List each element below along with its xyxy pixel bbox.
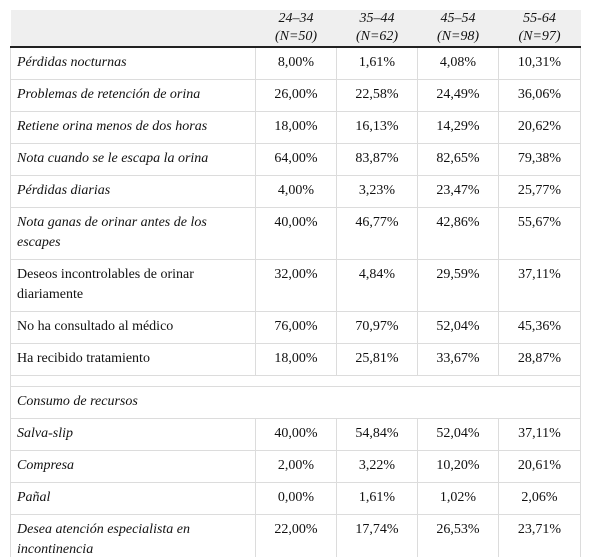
row-label: Compresa <box>10 450 256 483</box>
row-label: Problemas de retención de orina <box>10 79 256 112</box>
table-row: Problemas de retención de orina 26,00% 22,… <box>10 79 581 112</box>
value-cell: 82,65% <box>417 143 499 176</box>
value-cell: 0,00% <box>255 482 337 515</box>
section-title: Consumo de recursos <box>10 386 581 419</box>
table-row: Deseos incontrolables de orinar diariame… <box>10 259 581 312</box>
row-label: Retiene orina menos de dos horas <box>10 111 256 144</box>
value-cell: 2,06% <box>498 482 581 515</box>
table-row: Nota ganas de orinar antes de los escape… <box>10 207 581 260</box>
header-text: (N=62) <box>355 29 399 44</box>
row-label: Ha recibido tratamiento <box>10 343 256 376</box>
header-text: 55-64 <box>523 11 556 26</box>
data-table: 24–34 (N=50) 35–44 (N=62) 45–54 (N=98) 55-64 (N… <box>10 10 581 557</box>
value-cell: 3,22% <box>336 450 418 483</box>
value-cell: 4,84% <box>336 259 418 312</box>
table-row: Pérdidas nocturnas 8,00% 1,61% 4,08% 10,31% <box>10 46 581 80</box>
table-row: Nota cuando se le escapa la orina 64,00% 8… <box>10 143 581 176</box>
value-cell: 25,81% <box>336 343 418 376</box>
value-cell: 54,84% <box>336 418 418 451</box>
value-cell: 3,23% <box>336 175 418 208</box>
value-cell: 83,87% <box>336 143 418 176</box>
row-label: Pérdidas nocturnas <box>10 46 256 80</box>
value-cell: 22,58% <box>336 79 418 112</box>
header-text: 35–44 <box>359 11 395 26</box>
value-cell: 29,59% <box>417 259 499 312</box>
table-row: Compresa 2,00% 3,22% 10,20% 20,61% <box>10 450 581 483</box>
value-cell: 70,97% <box>336 311 418 344</box>
header-cell: 35–44 (N=62) <box>336 10 418 48</box>
header-text: (N=50) <box>274 29 318 44</box>
row-label: Salva-slip <box>10 418 256 451</box>
value-cell: 37,11% <box>498 418 581 451</box>
spacer-row <box>10 375 581 387</box>
table-row: Ha recibido tratamiento 18,00% 25,81% 33,67… <box>10 343 581 376</box>
value-cell: 42,86% <box>417 207 499 260</box>
header-row: 24–34 (N=50) 35–44 (N=62) 45–54 (N=98) 55-64 (N… <box>10 10 581 48</box>
value-cell: 79,38% <box>498 143 581 176</box>
value-cell: 16,13% <box>336 111 418 144</box>
value-cell: 17,74% <box>336 514 418 557</box>
value-cell: 1,02% <box>417 482 499 515</box>
spacer-cell <box>10 375 581 387</box>
value-cell: 45,36% <box>498 311 581 344</box>
row-label: No ha consultado al médico <box>10 311 256 344</box>
header-cell: 45–54 (N=98) <box>417 10 499 48</box>
value-cell: 36,06% <box>498 79 581 112</box>
value-cell: 33,67% <box>417 343 499 376</box>
value-cell: 55,67% <box>498 207 581 260</box>
value-cell: 64,00% <box>255 143 337 176</box>
value-cell: 2,00% <box>255 450 337 483</box>
section-row: Consumo de recursos <box>10 386 581 419</box>
value-cell: 4,00% <box>255 175 337 208</box>
table-row: Retiene orina menos de dos horas 18,00% 16… <box>10 111 581 144</box>
value-cell: 26,00% <box>255 79 337 112</box>
value-cell: 10,20% <box>417 450 499 483</box>
header-cell <box>10 10 256 48</box>
row-label: Desea atención especialista en incontine… <box>10 514 256 557</box>
value-cell: 52,04% <box>417 418 499 451</box>
header-text: (N=97) <box>518 29 561 44</box>
value-cell: 4,08% <box>417 46 499 80</box>
value-cell: 46,77% <box>336 207 418 260</box>
value-cell: 1,61% <box>336 46 418 80</box>
value-cell: 26,53% <box>417 514 499 557</box>
value-cell: 25,77% <box>498 175 581 208</box>
value-cell: 8,00% <box>255 46 337 80</box>
value-cell: 20,62% <box>498 111 581 144</box>
value-cell: 22,00% <box>255 514 337 557</box>
row-label: Nota ganas de orinar antes de los escape… <box>10 207 256 260</box>
value-cell: 14,29% <box>417 111 499 144</box>
value-cell: 76,00% <box>255 311 337 344</box>
row-label: Deseos incontrolables de orinar diariame… <box>10 259 256 312</box>
header-text: 24–34 <box>278 11 314 26</box>
row-label: Pañal <box>10 482 256 515</box>
row-label: Nota cuando se le escapa la orina <box>10 143 256 176</box>
value-cell: 28,87% <box>498 343 581 376</box>
table-row: Pañal 0,00% 1,61% 1,02% 2,06% <box>10 482 581 515</box>
value-cell: 24,49% <box>417 79 499 112</box>
table-row: Pérdidas diarias 4,00% 3,23% 23,47% 25,77% <box>10 175 581 208</box>
table-row: Salva-slip 40,00% 54,84% 52,04% 37,11% <box>10 418 581 451</box>
header-cell: 55-64 (N=97) <box>498 10 581 48</box>
value-cell: 32,00% <box>255 259 337 312</box>
value-cell: 40,00% <box>255 418 337 451</box>
header-text: 45–54 <box>440 11 476 26</box>
row-label: Pérdidas diarias <box>10 175 256 208</box>
header-cell: 24–34 (N=50) <box>255 10 337 48</box>
value-cell: 23,47% <box>417 175 499 208</box>
value-cell: 37,11% <box>498 259 581 312</box>
header-text: (N=98) <box>436 29 480 44</box>
table-row: Desea atención especialista en incontine… <box>10 514 581 557</box>
value-cell: 10,31% <box>498 46 581 80</box>
value-cell: 18,00% <box>255 111 337 144</box>
value-cell: 18,00% <box>255 343 337 376</box>
value-cell: 23,71% <box>498 514 581 557</box>
value-cell: 20,61% <box>498 450 581 483</box>
table-row: No ha consultado al médico 76,00% 70,97% 52… <box>10 311 581 344</box>
value-cell: 40,00% <box>255 207 337 260</box>
value-cell: 52,04% <box>417 311 499 344</box>
value-cell: 1,61% <box>336 482 418 515</box>
